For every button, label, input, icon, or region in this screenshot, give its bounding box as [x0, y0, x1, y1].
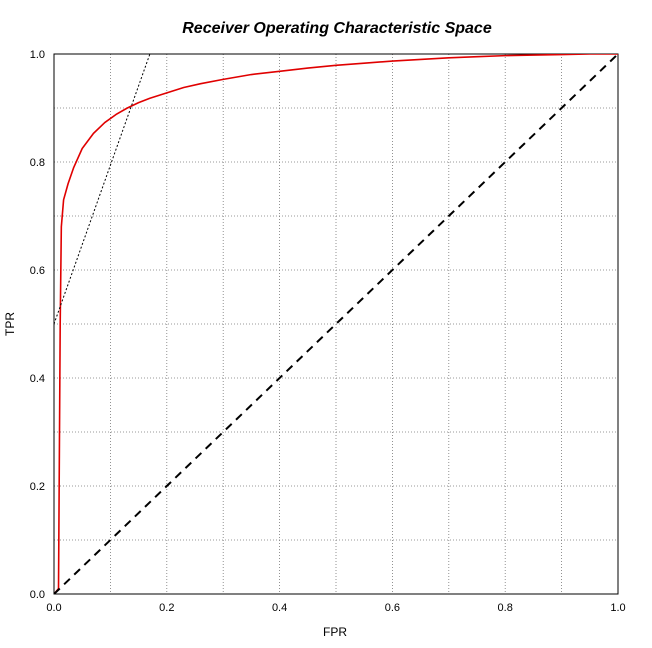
x-axis-label: FPR — [323, 625, 347, 639]
y-axis-label: TPR — [3, 312, 17, 336]
x-tick-label: 0.4 — [272, 602, 287, 614]
y-tick-label: 0.6 — [30, 265, 45, 277]
x-tick-label: 0.2 — [159, 602, 174, 614]
y-tick-label: 0.2 — [30, 481, 45, 493]
x-tick-label: 1.0 — [610, 602, 625, 614]
x-tick-label: 0.0 — [46, 602, 61, 614]
random-classifier-line — [54, 54, 618, 594]
grid — [54, 54, 618, 594]
tangent-reference-line — [54, 54, 151, 325]
y-tick-label: 0.8 — [30, 157, 45, 169]
y-tick-label: 0.4 — [30, 373, 45, 385]
x-tick-label: 0.8 — [498, 602, 513, 614]
y-tick-label: 1.0 — [30, 49, 45, 61]
y-tick-label: 0.0 — [30, 589, 45, 601]
tick-labels: 0.0 0.2 0.4 0.6 0.8 1.0 0.0 0.2 0.4 0.6 0.8 1.0 — [30, 49, 626, 614]
roc-curve-line — [54, 54, 618, 594]
chart-title: Receiver Operating Characteristic Space — [182, 20, 492, 37]
x-tick-label: 0.6 — [385, 602, 400, 614]
series-layer — [54, 54, 618, 594]
